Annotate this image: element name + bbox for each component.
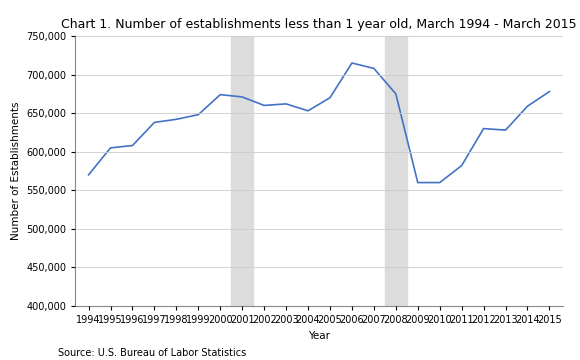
Bar <box>385 36 407 306</box>
X-axis label: Year: Year <box>308 330 330 341</box>
Bar <box>231 36 253 306</box>
Title: Chart 1. Number of establishments less than 1 year old, March 1994 - March 2015: Chart 1. Number of establishments less t… <box>61 18 577 31</box>
Text: Source: U.S. Bureau of Labor Statistics: Source: U.S. Bureau of Labor Statistics <box>58 348 246 358</box>
Y-axis label: Number of Establishments: Number of Establishments <box>10 102 21 240</box>
